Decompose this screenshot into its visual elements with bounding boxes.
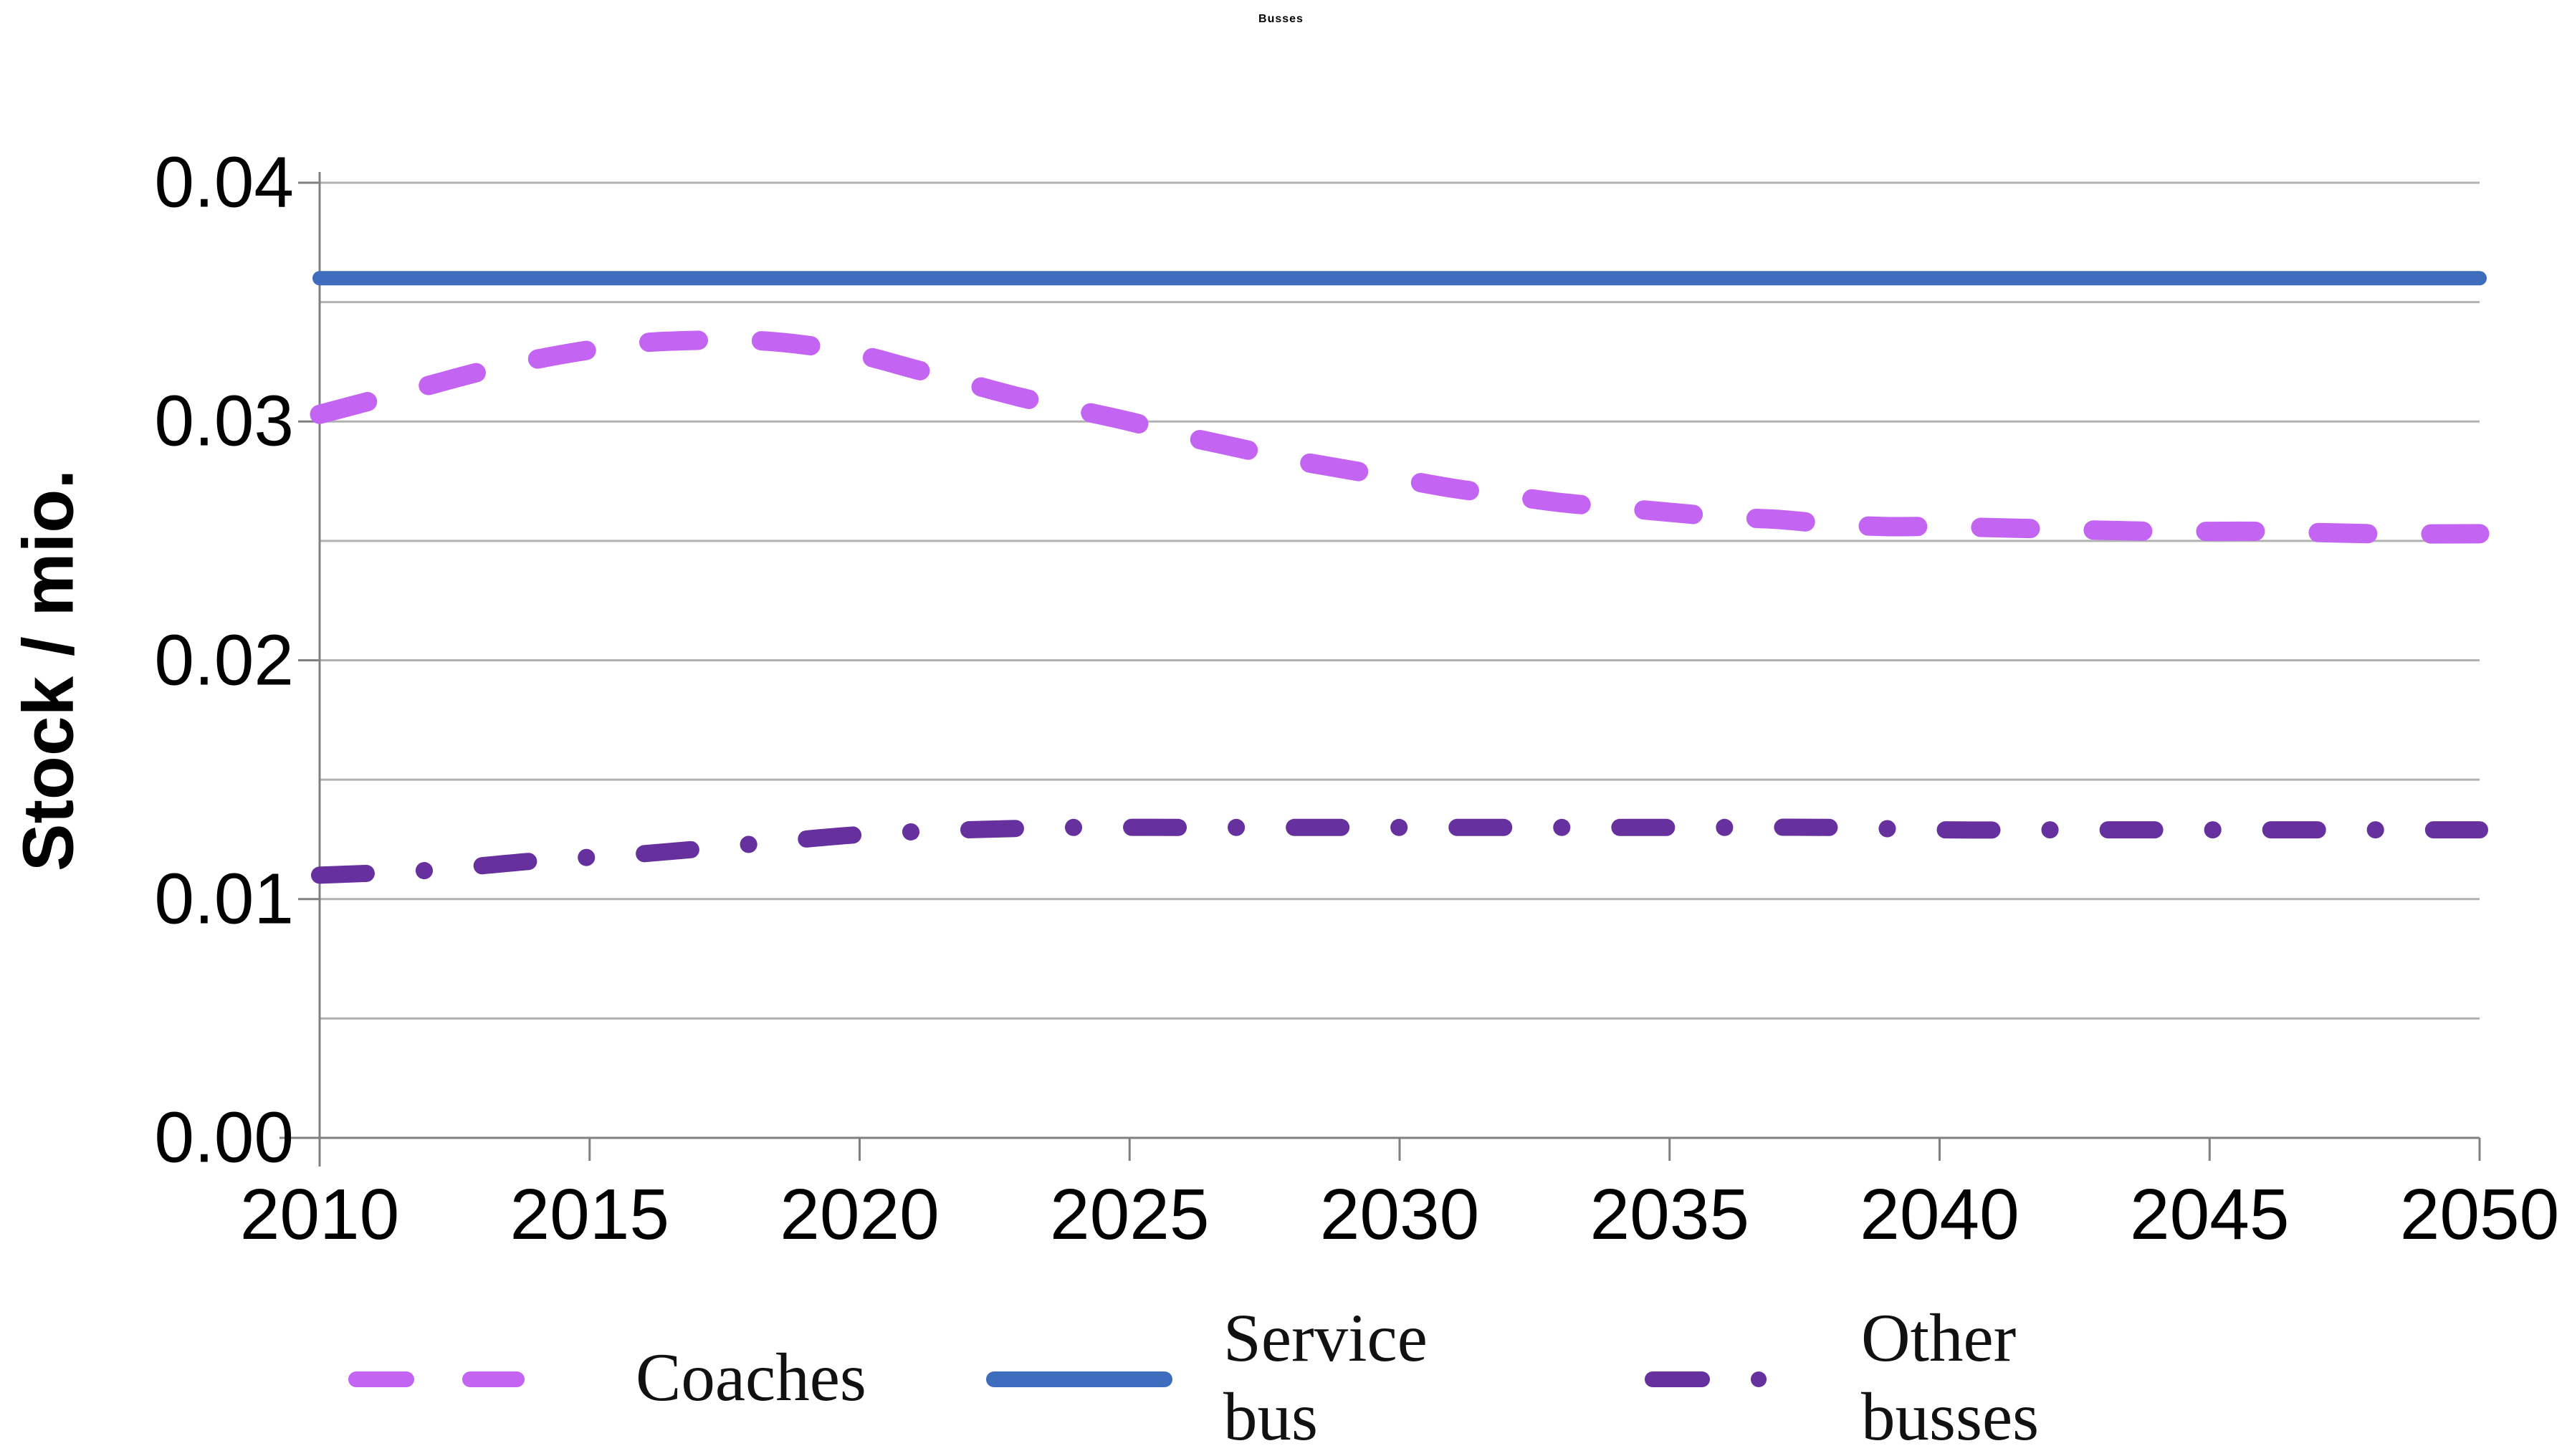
y-tick-label: 0.02 xyxy=(154,620,294,700)
plot-area xyxy=(279,172,2490,1167)
x-tick-label: 2030 xyxy=(1319,1174,1480,1255)
x-tick-label: 2015 xyxy=(510,1174,669,1255)
x-tick-label: 2020 xyxy=(780,1174,940,1255)
legend-swatch-service-bus xyxy=(986,1371,1172,1387)
series-line-coaches xyxy=(310,330,2490,544)
legend-label-coaches: Coaches xyxy=(636,1339,866,1415)
y-tick-label: 0.00 xyxy=(154,1097,294,1178)
x-tick-label: 2040 xyxy=(1860,1174,2020,1255)
x-tick-label: 2045 xyxy=(2130,1174,2290,1255)
legend-swatch-coaches xyxy=(348,1371,525,1387)
x-tick-label: 2050 xyxy=(2399,1174,2560,1255)
y-tick-label: 0.03 xyxy=(154,380,294,461)
legend-label-service-bus: Service bus xyxy=(1223,1300,1428,1455)
busses-chart-page: { "title": "Busses", "ylabel": "Stock / … xyxy=(8,13,2560,1455)
chart-title: Busses xyxy=(1258,13,1304,25)
legend-label-other-busses: Other busses xyxy=(1861,1300,2040,1455)
y-tick-label: 0.04 xyxy=(154,142,294,223)
y-tick-label: 0.01 xyxy=(154,858,294,939)
x-tick-label: 2010 xyxy=(239,1174,400,1255)
legend-swatch-other-busses xyxy=(1645,1371,1807,1387)
series-line-other-busses xyxy=(311,818,2488,884)
x-tick-label: 2035 xyxy=(1590,1174,1749,1255)
x-tick-label: 2025 xyxy=(1050,1174,1210,1255)
